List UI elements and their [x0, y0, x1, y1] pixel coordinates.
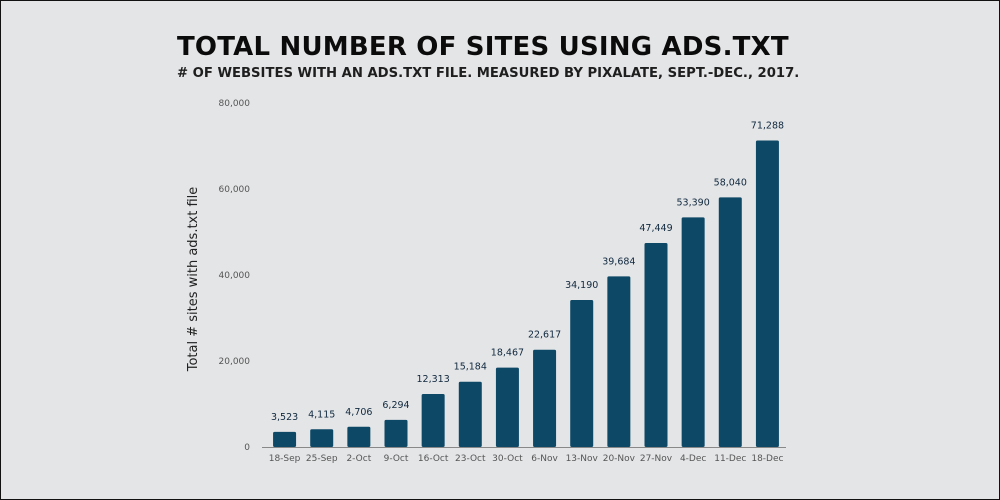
x-tick-label: 30-Oct: [492, 454, 523, 464]
x-axis: 18-Sep 25-Sep 2-Oct 9-Oct 16-Oct 23-Oct 30-Oct…: [269, 454, 784, 464]
chart-subtitle: # OF WEBSITES WITH AN ADS.TXT FILE. MEAS…: [177, 66, 800, 81]
data-label: 22,617: [528, 330, 561, 341]
bar: [310, 429, 334, 447]
bar: [681, 217, 705, 447]
bar: [718, 197, 742, 447]
bar: [495, 367, 519, 447]
bar: [421, 394, 445, 447]
y-tick-label: 80,000: [219, 99, 251, 109]
x-tick-label: 23-Oct: [455, 454, 486, 464]
y-tick-label: 60,000: [219, 185, 251, 195]
data-label: 58,040: [714, 177, 747, 188]
bar: [570, 299, 594, 447]
data-label: 4,115: [308, 409, 335, 420]
bar: [347, 426, 371, 447]
data-label: 47,449: [639, 223, 672, 234]
value-labels: 3,523 4,115 4,706 6,294 12,313 15,184 18,467 22…: [271, 120, 784, 422]
y-axis: 0 20,000 40,000 60,000 80,000: [219, 99, 251, 453]
x-tick-label: 9-Oct: [384, 454, 409, 464]
bar: [384, 419, 408, 447]
x-tick-label: 18-Dec: [751, 454, 783, 464]
x-tick-label: 16-Oct: [418, 454, 449, 464]
y-axis-title: Total # sites with ads.txt file: [186, 187, 201, 373]
data-label: 53,390: [677, 197, 710, 208]
bar: [607, 276, 631, 447]
x-tick-label: 13-Nov: [566, 454, 599, 464]
data-label: 34,190: [565, 280, 598, 291]
data-label: 71,288: [751, 120, 784, 131]
bar: [755, 140, 779, 447]
x-tick-label: 27-Nov: [640, 454, 673, 464]
bar: [458, 381, 482, 447]
bar: [533, 349, 557, 447]
bar: [273, 431, 297, 447]
chart-title: TOTAL NUMBER OF SITES USING ADS.TXT: [177, 32, 789, 62]
x-tick-label: 25-Sep: [306, 454, 338, 464]
data-label: 12,313: [417, 374, 450, 385]
y-tick-label: 40,000: [219, 271, 251, 281]
x-tick-label: 11-Dec: [714, 454, 746, 464]
x-tick-label: 18-Sep: [269, 454, 301, 464]
x-tick-label: 2-Oct: [346, 454, 371, 464]
y-tick-label: 0: [244, 443, 250, 453]
data-label: 18,467: [491, 348, 524, 359]
bars: [273, 140, 779, 447]
data-label: 4,706: [345, 407, 372, 418]
x-tick-label: 6-Nov: [531, 454, 558, 464]
x-tick-label: 4-Dec: [680, 454, 706, 464]
x-tick-label: 20-Nov: [603, 454, 636, 464]
data-label: 15,184: [454, 362, 487, 373]
bar: [644, 242, 668, 447]
data-label: 39,684: [602, 256, 635, 267]
data-label: 6,294: [382, 400, 409, 411]
y-tick-label: 20,000: [219, 357, 251, 367]
data-label: 3,523: [271, 412, 298, 423]
